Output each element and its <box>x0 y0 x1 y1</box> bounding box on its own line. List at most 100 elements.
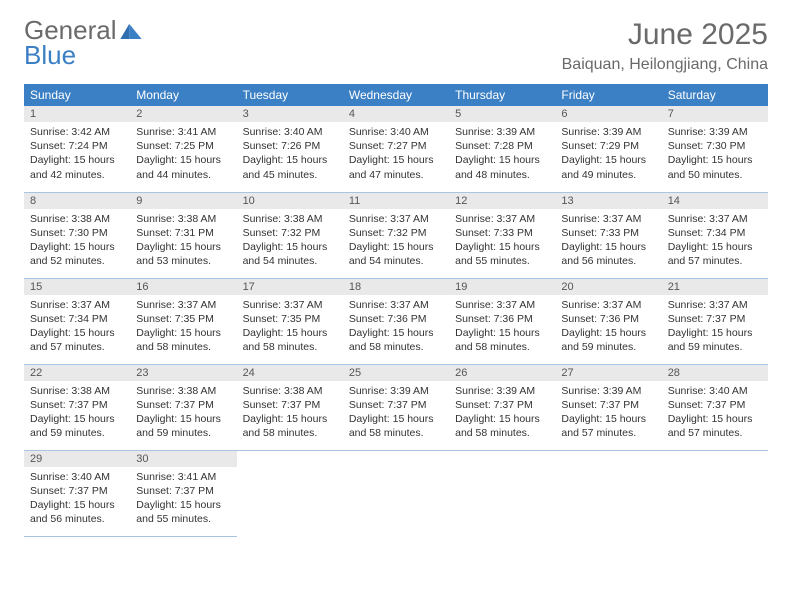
calendar-day-cell: 19Sunrise: 3:37 AMSunset: 7:36 PMDayligh… <box>449 278 555 364</box>
calendar-day-cell: 10Sunrise: 3:38 AMSunset: 7:32 PMDayligh… <box>237 192 343 278</box>
day-detail: Sunrise: 3:40 AMSunset: 7:37 PMDaylight:… <box>662 381 768 447</box>
calendar-week-row: 15Sunrise: 3:37 AMSunset: 7:34 PMDayligh… <box>24 278 768 364</box>
day-detail: Sunrise: 3:38 AMSunset: 7:37 PMDaylight:… <box>130 381 236 447</box>
day-number: 25 <box>343 365 449 381</box>
calendar-day-cell: 27Sunrise: 3:39 AMSunset: 7:37 PMDayligh… <box>555 364 661 450</box>
calendar-week-row: 29Sunrise: 3:40 AMSunset: 7:37 PMDayligh… <box>24 450 768 536</box>
day-detail: Sunrise: 3:37 AMSunset: 7:33 PMDaylight:… <box>555 209 661 275</box>
day-detail: Sunrise: 3:37 AMSunset: 7:34 PMDaylight:… <box>24 295 130 361</box>
calendar-day-cell: 14Sunrise: 3:37 AMSunset: 7:34 PMDayligh… <box>662 192 768 278</box>
calendar-day-cell: 29Sunrise: 3:40 AMSunset: 7:37 PMDayligh… <box>24 450 130 536</box>
day-detail: Sunrise: 3:37 AMSunset: 7:34 PMDaylight:… <box>662 209 768 275</box>
calendar-week-row: 8Sunrise: 3:38 AMSunset: 7:30 PMDaylight… <box>24 192 768 278</box>
calendar-header-row: Sunday Monday Tuesday Wednesday Thursday… <box>24 84 768 106</box>
calendar-empty-cell <box>662 450 768 536</box>
day-number: 6 <box>555 106 661 122</box>
day-number: 12 <box>449 193 555 209</box>
day-number: 20 <box>555 279 661 295</box>
calendar-day-cell: 8Sunrise: 3:38 AMSunset: 7:30 PMDaylight… <box>24 192 130 278</box>
calendar-day-cell: 6Sunrise: 3:39 AMSunset: 7:29 PMDaylight… <box>555 106 661 192</box>
calendar-day-cell: 28Sunrise: 3:40 AMSunset: 7:37 PMDayligh… <box>662 364 768 450</box>
title-block: June 2025 Baiquan, Heilongjiang, China <box>562 18 768 74</box>
day-number: 19 <box>449 279 555 295</box>
day-detail: Sunrise: 3:39 AMSunset: 7:37 PMDaylight:… <box>555 381 661 447</box>
calendar-day-cell: 21Sunrise: 3:37 AMSunset: 7:37 PMDayligh… <box>662 278 768 364</box>
day-number: 8 <box>24 193 130 209</box>
calendar-day-cell: 23Sunrise: 3:38 AMSunset: 7:37 PMDayligh… <box>130 364 236 450</box>
calendar-day-cell: 1Sunrise: 3:42 AMSunset: 7:24 PMDaylight… <box>24 106 130 192</box>
day-number: 23 <box>130 365 236 381</box>
calendar-body: 1Sunrise: 3:42 AMSunset: 7:24 PMDaylight… <box>24 106 768 536</box>
day-detail: Sunrise: 3:38 AMSunset: 7:32 PMDaylight:… <box>237 209 343 275</box>
calendar-empty-cell <box>555 450 661 536</box>
day-detail: Sunrise: 3:37 AMSunset: 7:35 PMDaylight:… <box>130 295 236 361</box>
calendar-day-cell: 20Sunrise: 3:37 AMSunset: 7:36 PMDayligh… <box>555 278 661 364</box>
day-detail: Sunrise: 3:42 AMSunset: 7:24 PMDaylight:… <box>24 122 130 188</box>
day-number: 17 <box>237 279 343 295</box>
day-number: 5 <box>449 106 555 122</box>
day-detail: Sunrise: 3:39 AMSunset: 7:30 PMDaylight:… <box>662 122 768 188</box>
calendar-day-cell: 4Sunrise: 3:40 AMSunset: 7:27 PMDaylight… <box>343 106 449 192</box>
day-number: 22 <box>24 365 130 381</box>
day-header-wednesday: Wednesday <box>343 84 449 106</box>
day-detail: Sunrise: 3:38 AMSunset: 7:37 PMDaylight:… <box>237 381 343 447</box>
day-number: 15 <box>24 279 130 295</box>
day-detail: Sunrise: 3:38 AMSunset: 7:31 PMDaylight:… <box>130 209 236 275</box>
day-number: 4 <box>343 106 449 122</box>
brand-blue: Blue <box>24 40 76 70</box>
day-number: 27 <box>555 365 661 381</box>
day-number: 16 <box>130 279 236 295</box>
day-number: 21 <box>662 279 768 295</box>
day-detail: Sunrise: 3:37 AMSunset: 7:33 PMDaylight:… <box>449 209 555 275</box>
day-detail: Sunrise: 3:39 AMSunset: 7:37 PMDaylight:… <box>343 381 449 447</box>
day-number: 13 <box>555 193 661 209</box>
day-detail: Sunrise: 3:37 AMSunset: 7:36 PMDaylight:… <box>449 295 555 361</box>
location-label: Baiquan, Heilongjiang, China <box>562 56 768 74</box>
calendar-day-cell: 26Sunrise: 3:39 AMSunset: 7:37 PMDayligh… <box>449 364 555 450</box>
calendar-empty-cell <box>449 450 555 536</box>
brand-logo: GeneralBlue <box>24 18 142 67</box>
calendar-day-cell: 2Sunrise: 3:41 AMSunset: 7:25 PMDaylight… <box>130 106 236 192</box>
day-number: 9 <box>130 193 236 209</box>
day-number: 10 <box>237 193 343 209</box>
day-header-thursday: Thursday <box>449 84 555 106</box>
calendar-week-row: 1Sunrise: 3:42 AMSunset: 7:24 PMDaylight… <box>24 106 768 192</box>
calendar-day-cell: 16Sunrise: 3:37 AMSunset: 7:35 PMDayligh… <box>130 278 236 364</box>
calendar-empty-cell <box>343 450 449 536</box>
day-number: 2 <box>130 106 236 122</box>
day-detail: Sunrise: 3:37 AMSunset: 7:36 PMDaylight:… <box>555 295 661 361</box>
day-number: 29 <box>24 451 130 467</box>
calendar-day-cell: 9Sunrise: 3:38 AMSunset: 7:31 PMDaylight… <box>130 192 236 278</box>
calendar-day-cell: 7Sunrise: 3:39 AMSunset: 7:30 PMDaylight… <box>662 106 768 192</box>
day-number: 18 <box>343 279 449 295</box>
day-detail: Sunrise: 3:41 AMSunset: 7:25 PMDaylight:… <box>130 122 236 188</box>
day-number: 1 <box>24 106 130 122</box>
calendar-day-cell: 22Sunrise: 3:38 AMSunset: 7:37 PMDayligh… <box>24 364 130 450</box>
day-number: 26 <box>449 365 555 381</box>
day-header-tuesday: Tuesday <box>237 84 343 106</box>
day-number: 7 <box>662 106 768 122</box>
calendar-day-cell: 12Sunrise: 3:37 AMSunset: 7:33 PMDayligh… <box>449 192 555 278</box>
day-header-monday: Monday <box>130 84 236 106</box>
page-header: GeneralBlue June 2025 Baiquan, Heilongji… <box>24 18 768 74</box>
calendar-day-cell: 30Sunrise: 3:41 AMSunset: 7:37 PMDayligh… <box>130 450 236 536</box>
day-detail: Sunrise: 3:40 AMSunset: 7:26 PMDaylight:… <box>237 122 343 188</box>
day-detail: Sunrise: 3:38 AMSunset: 7:37 PMDaylight:… <box>24 381 130 447</box>
day-detail: Sunrise: 3:40 AMSunset: 7:27 PMDaylight:… <box>343 122 449 188</box>
day-header-friday: Friday <box>555 84 661 106</box>
day-header-saturday: Saturday <box>662 84 768 106</box>
day-detail: Sunrise: 3:37 AMSunset: 7:37 PMDaylight:… <box>662 295 768 361</box>
day-number: 30 <box>130 451 236 467</box>
day-detail: Sunrise: 3:37 AMSunset: 7:36 PMDaylight:… <box>343 295 449 361</box>
day-number: 14 <box>662 193 768 209</box>
calendar-day-cell: 18Sunrise: 3:37 AMSunset: 7:36 PMDayligh… <box>343 278 449 364</box>
calendar-day-cell: 17Sunrise: 3:37 AMSunset: 7:35 PMDayligh… <box>237 278 343 364</box>
calendar-week-row: 22Sunrise: 3:38 AMSunset: 7:37 PMDayligh… <box>24 364 768 450</box>
month-title: June 2025 <box>562 18 768 52</box>
day-detail: Sunrise: 3:40 AMSunset: 7:37 PMDaylight:… <box>24 467 130 533</box>
calendar-table: Sunday Monday Tuesday Wednesday Thursday… <box>24 84 768 537</box>
calendar-day-cell: 11Sunrise: 3:37 AMSunset: 7:32 PMDayligh… <box>343 192 449 278</box>
day-detail: Sunrise: 3:37 AMSunset: 7:32 PMDaylight:… <box>343 209 449 275</box>
day-detail: Sunrise: 3:39 AMSunset: 7:29 PMDaylight:… <box>555 122 661 188</box>
day-detail: Sunrise: 3:39 AMSunset: 7:37 PMDaylight:… <box>449 381 555 447</box>
